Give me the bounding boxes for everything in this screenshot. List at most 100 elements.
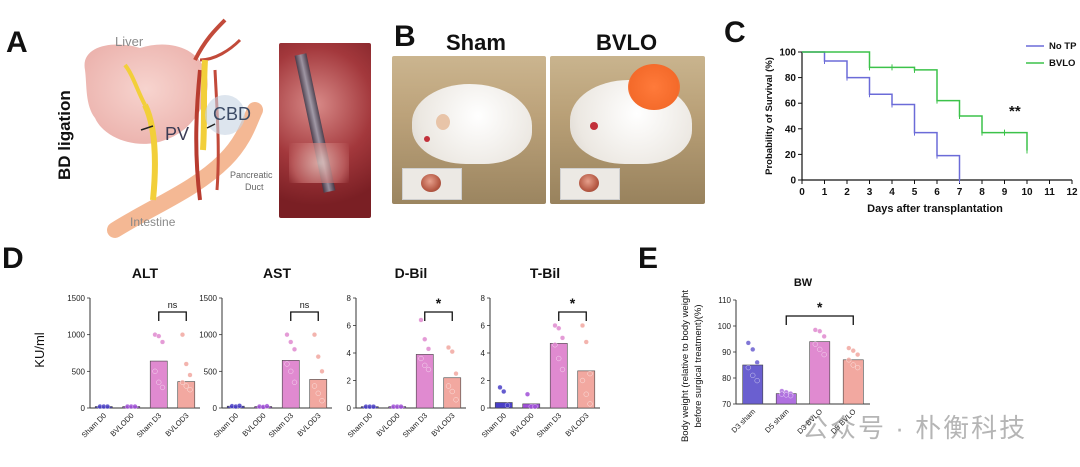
data-point [817, 346, 823, 353]
data-point [821, 351, 827, 358]
bar-ytick-label: 1500 [199, 294, 217, 303]
significance-bracket [424, 311, 453, 321]
bar [281, 360, 300, 409]
bar-category-label: BVLOD3 [163, 411, 190, 438]
survival-xtick-label: 1 [822, 187, 828, 198]
significance-label: ns [300, 300, 310, 310]
survival-series-no-tp [802, 51, 961, 180]
bar-ytick-label: 2 [481, 377, 486, 386]
bar [415, 354, 434, 409]
bar-category-label: Sham D3 [535, 411, 563, 439]
bar-category-label: D3 sham [730, 407, 758, 435]
survival-ylabel: Probability of Survival (%) [764, 57, 775, 175]
data-point [587, 401, 593, 407]
survival-ytick-label: 100 [779, 48, 796, 59]
bd-ligation-label: BD ligation [55, 90, 74, 180]
data-point [745, 364, 751, 371]
significance-label: * [570, 295, 576, 311]
data-point [187, 372, 193, 378]
data-point [754, 359, 760, 366]
data-point [754, 378, 760, 384]
significance-label: * [817, 299, 823, 315]
data-point [449, 388, 455, 395]
data-point [453, 371, 459, 377]
data-point [179, 332, 186, 338]
liver-label: Liver [115, 34, 144, 49]
bar-category-label: Sham D0 [212, 411, 240, 439]
data-point [524, 391, 531, 397]
data-point [850, 348, 856, 354]
bar-chart-title: AST [263, 265, 291, 281]
panel-letter-d: D [2, 242, 24, 275]
data-point [319, 368, 325, 374]
data-point [445, 344, 452, 351]
data-point [812, 341, 818, 347]
survival-xtick-label: 9 [1002, 187, 1008, 198]
data-point [284, 361, 290, 367]
data-point [291, 379, 298, 385]
panel-letter-c: C [724, 16, 746, 49]
data-point [264, 403, 270, 409]
survival-xlabel: Days after transplantation [867, 203, 1003, 215]
bar-ytick-label: 0 [213, 404, 218, 413]
bar-category-label: Sham D0 [480, 411, 508, 439]
data-point [583, 391, 589, 397]
data-point [552, 342, 558, 348]
bar-ytick-label: 70 [722, 400, 731, 409]
survival-xtick-label: 0 [799, 187, 805, 198]
watermark: 公众号 · 朴衡科技 [802, 413, 1028, 443]
bar-category-label: Sham D3 [135, 411, 163, 439]
data-point [284, 332, 290, 338]
data-point [449, 349, 455, 355]
data-point [288, 368, 294, 374]
bar-ytick-label: 500 [204, 367, 218, 376]
data-point [291, 346, 298, 352]
bar [577, 370, 596, 409]
data-point [152, 368, 158, 374]
survival-ytick-label: 80 [785, 73, 797, 84]
bar-ytick-label: 0 [347, 404, 352, 413]
bar-chart-title: BW [794, 277, 813, 289]
data-point [422, 336, 428, 342]
significance-bracket [158, 311, 187, 321]
data-point [156, 379, 162, 385]
data-point [422, 362, 428, 368]
bar-category-label: BVLOD0 [240, 411, 267, 438]
survival-ytick-label: 0 [790, 176, 796, 187]
data-point [579, 322, 586, 329]
panel-c: C Probability of Survival (%) Days after… [716, 0, 1080, 225]
survival-chart: Probability of Survival (%) Days after t… [764, 41, 1078, 215]
data-point [812, 327, 818, 333]
bar [809, 341, 831, 405]
bar-ytick-label: 110 [718, 296, 731, 305]
data-point [556, 355, 562, 362]
data-point [552, 322, 558, 329]
bar-ytick-label: 100 [718, 322, 732, 331]
bvlo-liver-inset [560, 168, 620, 200]
data-point [319, 398, 325, 404]
bvlo-label: BVLO [596, 30, 658, 55]
bar-ytick-label: 1000 [67, 331, 85, 340]
data-point [556, 325, 562, 331]
data-point [846, 345, 852, 351]
pancreatic-duct-label-2: Duct [245, 182, 264, 192]
bar [742, 364, 764, 405]
data-point [236, 403, 243, 409]
survival-xtick-label: 11 [1044, 187, 1055, 198]
bar-ytick-label: 80 [722, 374, 731, 383]
surgery-photo [279, 43, 371, 218]
survival-xtick-label: 3 [867, 187, 873, 198]
data-point [583, 339, 589, 345]
data-point [398, 404, 404, 410]
data-point [750, 372, 756, 379]
survival-xtick-label: 5 [912, 187, 918, 198]
intestine-label: Intestine [130, 215, 176, 229]
d-ylabel: KU/ml [32, 332, 47, 368]
data-point [311, 332, 318, 338]
survival-xtick-label: 6 [934, 187, 940, 198]
bar-category-label: BVLOD3 [429, 411, 456, 438]
data-point [779, 391, 785, 397]
data-point [850, 362, 856, 368]
bar-ytick-label: 6 [347, 322, 352, 331]
survival-xtick-label: 2 [844, 187, 850, 198]
